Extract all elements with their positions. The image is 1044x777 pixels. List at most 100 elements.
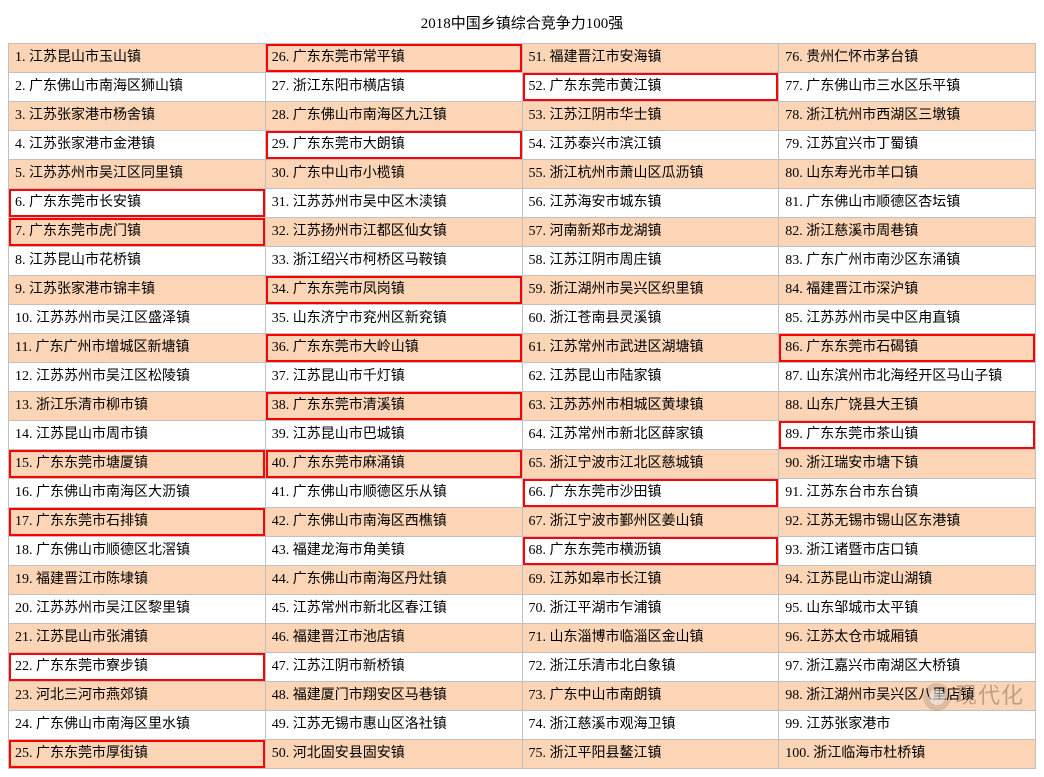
table-cell: 79. 江苏宜兴市丁蜀镇 [779, 131, 1036, 160]
table-cell: 83. 广东广州市南沙区东涌镇 [779, 247, 1036, 276]
table-cell: 50. 河北固安县固安镇 [266, 740, 523, 769]
table-cell: 32. 江苏扬州市江都区仙女镇 [266, 218, 523, 247]
table-cell: 93. 浙江诸暨市店口镇 [779, 537, 1036, 566]
table-cell: 84. 福建晋江市深沪镇 [779, 276, 1036, 305]
table-cell: 30. 广东中山市小榄镇 [266, 160, 523, 189]
table-cell: 16. 广东佛山市南海区大沥镇 [9, 479, 266, 508]
table-cell: 91. 江苏东台市东台镇 [779, 479, 1036, 508]
table-cell: 68. 广东东莞市横沥镇 [523, 537, 780, 566]
table-cell: 88. 山东广饶县大王镇 [779, 392, 1036, 421]
table-cell: 36. 广东东莞市大岭山镇 [266, 334, 523, 363]
table-cell: 39. 江苏昆山市巴城镇 [266, 421, 523, 450]
table-cell: 77. 广东佛山市三水区乐平镇 [779, 73, 1036, 102]
table-cell: 78. 浙江杭州市西湖区三墩镇 [779, 102, 1036, 131]
table-cell: 96. 江苏太仓市城厢镇 [779, 624, 1036, 653]
table-cell: 56. 江苏海安市城东镇 [523, 189, 780, 218]
table-cell: 47. 江苏江阴市新桥镇 [266, 653, 523, 682]
table-cell: 38. 广东东莞市清溪镇 [266, 392, 523, 421]
table-cell: 63. 江苏苏州市相城区黄埭镇 [523, 392, 780, 421]
table-cell: 5. 江苏苏州市吴江区同里镇 [9, 160, 266, 189]
table-cell: 60. 浙江苍南县灵溪镇 [523, 305, 780, 334]
table-cell: 14. 江苏昆山市周市镇 [9, 421, 266, 450]
table-cell: 45. 江苏常州市新北区春江镇 [266, 595, 523, 624]
table-cell: 13. 浙江乐清市柳市镇 [9, 392, 266, 421]
table-cell: 85. 江苏苏州市吴中区甪直镇 [779, 305, 1036, 334]
table-cell: 31. 江苏苏州市吴中区木渎镇 [266, 189, 523, 218]
table-cell: 99. 江苏张家港市 [779, 711, 1036, 740]
table-cell: 23. 河北三河市燕郊镇 [9, 682, 266, 711]
table-column: 51. 福建晋江市安海镇52. 广东东莞市黄江镇53. 江苏江阴市华士镇54. … [523, 44, 780, 769]
table-cell: 74. 浙江慈溪市观海卫镇 [523, 711, 780, 740]
page-title: 2018中国乡镇综合竞争力100强 [8, 12, 1036, 33]
table-column: 76. 贵州仁怀市茅台镇77. 广东佛山市三水区乐平镇78. 浙江杭州市西湖区三… [779, 44, 1036, 769]
table-cell: 62. 江苏昆山市陆家镇 [523, 363, 780, 392]
table-cell: 48. 福建厦门市翔安区马巷镇 [266, 682, 523, 711]
table-cell: 41. 广东佛山市顺德区乐从镇 [266, 479, 523, 508]
table-cell: 76. 贵州仁怀市茅台镇 [779, 44, 1036, 73]
table-cell: 69. 江苏如皋市长江镇 [523, 566, 780, 595]
table-cell: 49. 江苏无锡市惠山区洛社镇 [266, 711, 523, 740]
table-cell: 94. 江苏昆山市淀山湖镇 [779, 566, 1036, 595]
table-column: 1. 江苏昆山市玉山镇2. 广东佛山市南海区狮山镇3. 江苏张家港市杨舍镇4. … [9, 44, 266, 769]
table-cell: 44. 广东佛山市南海区丹灶镇 [266, 566, 523, 595]
table-cell: 61. 江苏常州市武进区湖塘镇 [523, 334, 780, 363]
table-cell: 34. 广东东莞市凤岗镇 [266, 276, 523, 305]
table-cell: 4. 江苏张家港市金港镇 [9, 131, 266, 160]
table-cell: 25. 广东东莞市厚街镇 [9, 740, 266, 769]
table-cell: 33. 浙江绍兴市柯桥区马鞍镇 [266, 247, 523, 276]
table-cell: 89. 广东东莞市茶山镇 [779, 421, 1036, 450]
table-cell: 40. 广东东莞市麻涌镇 [266, 450, 523, 479]
table-cell: 24. 广东佛山市南海区里水镇 [9, 711, 266, 740]
table-cell: 37. 江苏昆山市千灯镇 [266, 363, 523, 392]
table-cell: 92. 江苏无锡市锡山区东港镇 [779, 508, 1036, 537]
table-cell: 22. 广东东莞市寮步镇 [9, 653, 266, 682]
table-column: 26. 广东东莞市常平镇27. 浙江东阳市横店镇28. 广东佛山市南海区九江镇2… [266, 44, 523, 769]
table-cell: 18. 广东佛山市顺德区北滘镇 [9, 537, 266, 566]
table-cell: 65. 浙江宁波市江北区慈城镇 [523, 450, 780, 479]
table-cell: 3. 江苏张家港市杨舍镇 [9, 102, 266, 131]
table-cell: 12. 江苏苏州市吴江区松陵镇 [9, 363, 266, 392]
table-cell: 10. 江苏苏州市吴江区盛泽镇 [9, 305, 266, 334]
table-cell: 46. 福建晋江市池店镇 [266, 624, 523, 653]
table-cell: 67. 浙江宁波市鄞州区姜山镇 [523, 508, 780, 537]
table-cell: 66. 广东东莞市沙田镇 [523, 479, 780, 508]
table-cell: 35. 山东济宁市兖州区新兖镇 [266, 305, 523, 334]
table-cell: 6. 广东东莞市长安镇 [9, 189, 266, 218]
table-cell: 42. 广东佛山市南海区西樵镇 [266, 508, 523, 537]
table-cell: 54. 江苏泰兴市滨江镇 [523, 131, 780, 160]
table-cell: 19. 福建晋江市陈埭镇 [9, 566, 266, 595]
table-cell: 80. 山东寿光市羊口镇 [779, 160, 1036, 189]
table-cell: 81. 广东佛山市顺德区杏坛镇 [779, 189, 1036, 218]
table-cell: 2. 广东佛山市南海区狮山镇 [9, 73, 266, 102]
table-cell: 27. 浙江东阳市横店镇 [266, 73, 523, 102]
table-cell: 86. 广东东莞市石碣镇 [779, 334, 1036, 363]
table-cell: 97. 浙江嘉兴市南湖区大桥镇 [779, 653, 1036, 682]
table-cell: 1. 江苏昆山市玉山镇 [9, 44, 266, 73]
table-cell: 100. 浙江临海市杜桥镇 [779, 740, 1036, 769]
table-cell: 71. 山东淄博市临淄区金山镇 [523, 624, 780, 653]
table-cell: 59. 浙江湖州市吴兴区织里镇 [523, 276, 780, 305]
table-cell: 11. 广东广州市增城区新塘镇 [9, 334, 266, 363]
table-cell: 29. 广东东莞市大朗镇 [266, 131, 523, 160]
table-cell: 15. 广东东莞市塘厦镇 [9, 450, 266, 479]
table-cell: 7. 广东东莞市虎门镇 [9, 218, 266, 247]
table-cell: 51. 福建晋江市安海镇 [523, 44, 780, 73]
table-cell: 58. 江苏江阴市周庄镇 [523, 247, 780, 276]
table-cell: 9. 江苏张家港市锦丰镇 [9, 276, 266, 305]
table-cell: 21. 江苏昆山市张浦镇 [9, 624, 266, 653]
table-cell: 73. 广东中山市南朗镇 [523, 682, 780, 711]
table-cell: 95. 山东邹城市太平镇 [779, 595, 1036, 624]
table-cell: 75. 浙江平阳县鳌江镇 [523, 740, 780, 769]
table-cell: 57. 河南新郑市龙湖镇 [523, 218, 780, 247]
table-cell: 70. 浙江平湖市乍浦镇 [523, 595, 780, 624]
ranking-table: 1. 江苏昆山市玉山镇2. 广东佛山市南海区狮山镇3. 江苏张家港市杨舍镇4. … [8, 43, 1036, 769]
table-cell: 64. 江苏常州市新北区薛家镇 [523, 421, 780, 450]
table-cell: 26. 广东东莞市常平镇 [266, 44, 523, 73]
table-cell: 20. 江苏苏州市吴江区黎里镇 [9, 595, 266, 624]
table-cell: 53. 江苏江阴市华士镇 [523, 102, 780, 131]
table-cell: 55. 浙江杭州市萧山区瓜沥镇 [523, 160, 780, 189]
table-cell: 52. 广东东莞市黄江镇 [523, 73, 780, 102]
table-cell: 28. 广东佛山市南海区九江镇 [266, 102, 523, 131]
table-cell: 17. 广东东莞市石排镇 [9, 508, 266, 537]
table-cell: 8. 江苏昆山市花桥镇 [9, 247, 266, 276]
